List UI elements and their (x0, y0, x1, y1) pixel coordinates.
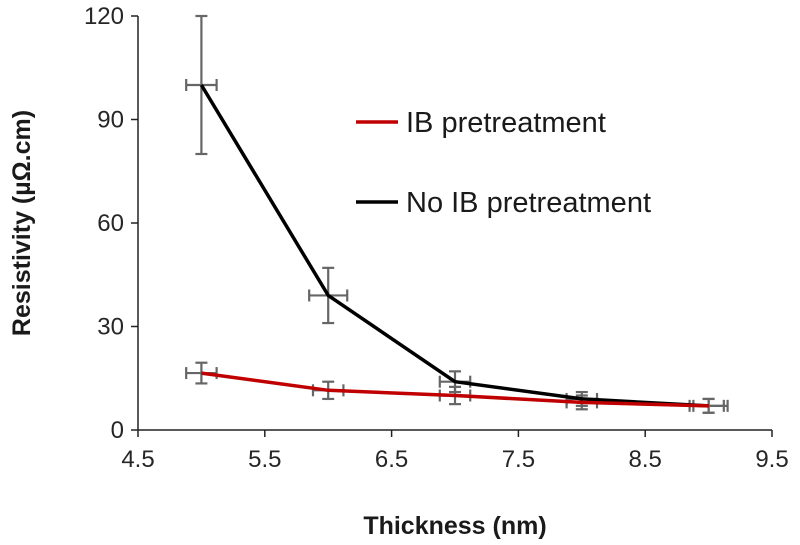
series-lines (199, 84, 709, 408)
ticks: 0 30 60 90 120 4.5 5.5 6.5 7.5 8.5 9.5 (84, 3, 789, 473)
legend-label-ib-pretreatment: IB pretreatment (406, 107, 606, 139)
legend: IB pretreatment No IB pretreatment (356, 107, 651, 219)
x-tick-label: 4.5 (121, 446, 154, 473)
x-tick-label: 5.5 (248, 446, 281, 473)
y-axis-title: Resistivity (µΩ.cm) (8, 110, 36, 336)
y-tick-label: 0 (111, 417, 124, 444)
legend-label-no-ib-pretreatment: No IB pretreatment (406, 187, 651, 219)
y-tick-label: 120 (84, 3, 124, 30)
x-tick-label: 9.5 (755, 446, 788, 473)
x-axis-title: Thickness (nm) (363, 512, 546, 540)
x-tick-label: 7.5 (502, 446, 535, 473)
y-tick-label: 90 (97, 107, 124, 134)
x-tick-label: 6.5 (375, 446, 408, 473)
y-tick-label: 60 (97, 210, 124, 237)
axes (137, 16, 772, 431)
x-tick-label: 8.5 (629, 446, 662, 473)
series-line-no-ib-pretreatment (199, 84, 709, 408)
series-line-ib-pretreatment (201, 371, 709, 408)
y-tick-label: 30 (97, 314, 124, 341)
